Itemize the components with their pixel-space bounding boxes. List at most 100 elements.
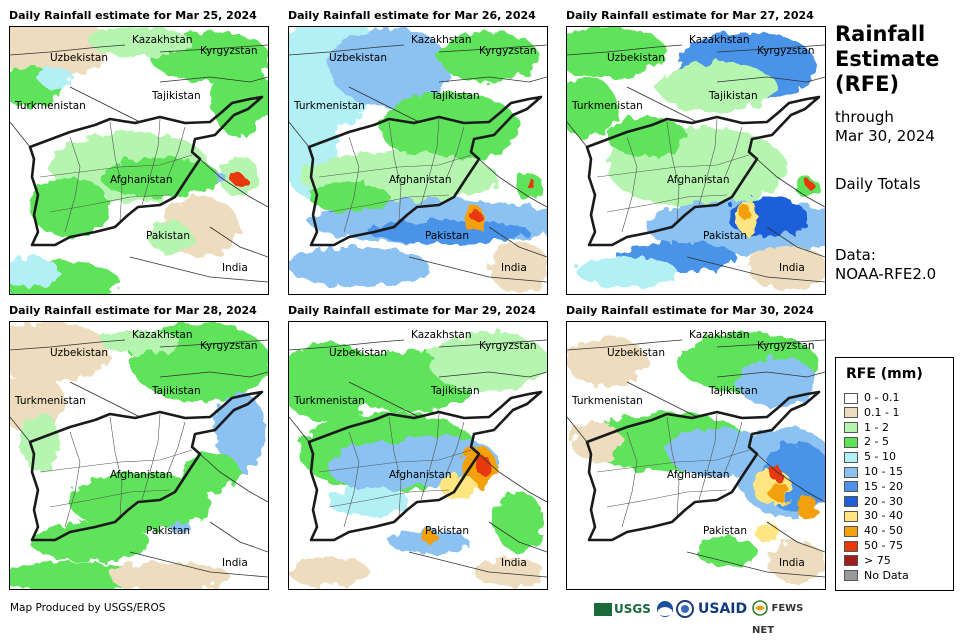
country-border: [470, 151, 547, 208]
panel-title: Daily Rainfall estimate for Mar 30, 2024: [566, 304, 814, 317]
legend-item: 10 - 15: [844, 465, 903, 479]
afghanistan-boundary: [28, 95, 264, 247]
map-canvas: Kazakhstan Kyrgyzstan Uzbekistan Tajikistan…: [10, 322, 268, 589]
country-border: [348, 381, 420, 418]
afghanistan-boundary: [28, 390, 264, 542]
rainfall-area: [289, 342, 379, 422]
province-border: [724, 421, 743, 473]
country-border: [289, 44, 405, 56]
rainfall-map: Kazakhstan Kyrgyzstan Uzbekistan Tajikistan…: [566, 26, 826, 295]
country-border: [488, 521, 547, 553]
country-border: [10, 44, 126, 56]
legend-label: 50 - 75: [864, 539, 903, 552]
rainfall-area: [10, 27, 110, 77]
country-border: [438, 44, 547, 53]
noaa-logo: [656, 598, 674, 620]
country-border: [626, 86, 698, 123]
country-label-kazakhstan: Kazakhstan: [411, 329, 472, 341]
province-border: [724, 126, 743, 178]
rainfall-area: [657, 62, 777, 112]
title-line: Estimate: [835, 47, 940, 71]
title-line: Rainfall: [835, 22, 926, 46]
country-label-pakistan: Pakistan: [425, 230, 469, 242]
rainfall-area: [10, 257, 60, 287]
province-border: [596, 154, 750, 178]
through-date: Mar 30, 2024: [835, 127, 935, 145]
country-label-afghanistan: Afghanistan: [110, 174, 173, 186]
legend-swatch: [844, 510, 858, 522]
rainfall-area: [329, 442, 429, 492]
country-label-kazakhstan: Kazakhstan: [689, 329, 750, 341]
province-border: [167, 421, 186, 473]
country-label-india: India: [222, 262, 248, 274]
province-border: [596, 449, 750, 473]
country-border: [748, 446, 825, 503]
globe-icon: [752, 600, 768, 616]
country-label-afghanistan: Afghanistan: [389, 469, 452, 481]
legend-label: 0.1 - 1: [864, 405, 900, 419]
title-line: (RFE): [835, 72, 900, 96]
usgs-logo: USGS: [594, 598, 654, 620]
country-border: [209, 521, 268, 553]
country-border: [438, 371, 547, 378]
totals-label: Daily Totals: [835, 175, 921, 193]
legend-item: 0.1 - 1: [844, 406, 899, 420]
legend-item: 15 - 20: [844, 480, 903, 494]
rainfall-field: [289, 27, 547, 292]
country-border: [209, 226, 268, 258]
rainfall-area: [10, 562, 140, 589]
country-border: [408, 256, 547, 283]
province-border: [388, 121, 402, 223]
country-border: [716, 371, 825, 378]
country-label-india: India: [222, 557, 248, 569]
legend-swatch: [844, 407, 858, 419]
panel-title: Daily Rainfall estimate for Mar 27, 2024: [566, 9, 814, 22]
province-border: [446, 126, 465, 178]
rainfall-area: [379, 92, 519, 162]
rainfall-area: [494, 492, 544, 552]
rainfall-area: [737, 357, 817, 407]
afghanistan-boundary: [307, 390, 543, 542]
province-border: [606, 194, 728, 213]
country-border: [716, 76, 825, 83]
map-canvas: Kazakhstan Kyrgyzstan Uzbekistan Tajikistan…: [289, 27, 547, 292]
legend-swatch: [844, 555, 858, 567]
rainfall-area: [30, 522, 150, 562]
province-border: [606, 489, 728, 508]
rainfall-area: [421, 531, 437, 543]
legend-label: 2 - 5: [864, 435, 889, 449]
country-border: [748, 151, 825, 208]
country-border: [408, 551, 547, 578]
map-canvas: Kazakhstan Kyrgyzstan Uzbekistan Tajikistan…: [10, 27, 268, 294]
country-label-kazakhstan: Kazakhstan: [689, 34, 750, 46]
through-label: through: [835, 108, 894, 126]
rainfall-field: [567, 332, 825, 582]
country-border: [686, 256, 825, 283]
country-label-tajikistan: Tajikistan: [430, 385, 480, 397]
legend-swatch: [844, 436, 858, 448]
province-border: [343, 136, 360, 233]
rainfall-area: [369, 220, 529, 244]
rainfall-area: [215, 392, 265, 472]
rainfall-area: [429, 332, 547, 392]
rainfall-map: Kazakhstan Kyrgyzstan Uzbekistan Tajikistan…: [566, 321, 826, 590]
rainfall-area: [747, 245, 825, 289]
panel-title: Daily Rainfall estimate for Mar 29, 2024: [288, 304, 536, 317]
country-label-turkmenistan: Turkmenistan: [571, 395, 643, 407]
panel-title: Daily Rainfall estimate for Mar 25, 2024: [9, 9, 257, 22]
legend-swatch: [844, 570, 858, 582]
country-border: [626, 381, 698, 418]
country-border: [567, 416, 588, 443]
usaid-logo: USAID: [698, 598, 748, 620]
country-border: [289, 121, 310, 148]
rainfall-map: Kazakhstan Kyrgyzstan Uzbekistan Tajikistan…: [9, 26, 269, 295]
rainfall-area: [210, 57, 268, 137]
legend-item: 50 - 75: [844, 539, 903, 553]
legend-item: 1 - 2: [844, 421, 889, 435]
country-label-afghanistan: Afghanistan: [110, 469, 173, 481]
country-border: [567, 44, 683, 56]
afghanistan-boundary: [585, 390, 821, 542]
rainfall-field: [289, 332, 547, 587]
rainfall-area: [797, 495, 817, 519]
